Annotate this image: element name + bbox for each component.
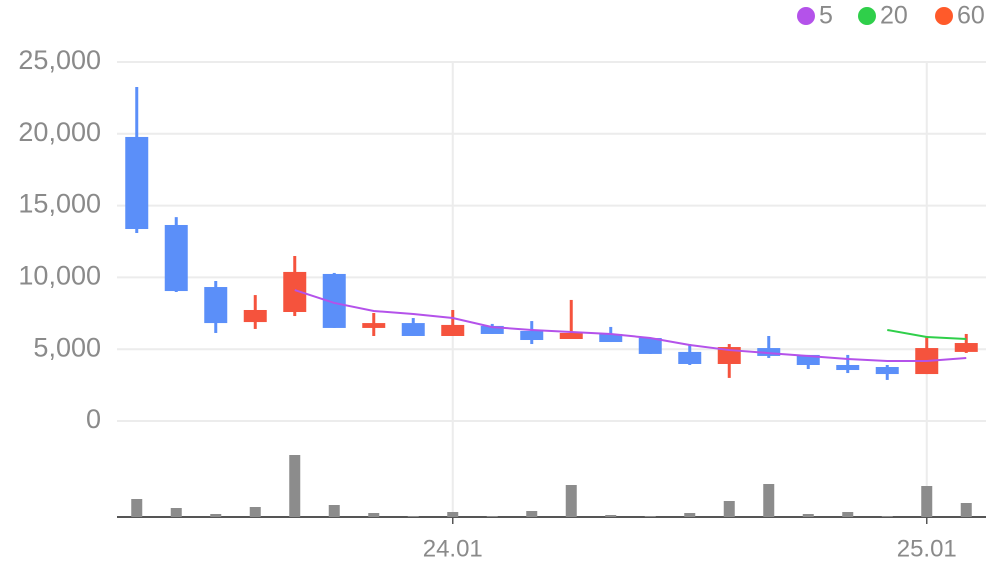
legend-marker <box>797 7 815 25</box>
ma-line <box>887 328 967 341</box>
volume-bar <box>723 501 735 517</box>
volume-bar <box>802 514 814 517</box>
candle-body <box>520 330 544 341</box>
candle-body <box>362 323 386 328</box>
volume-bar <box>170 508 182 517</box>
candle-body <box>322 273 346 328</box>
candle-body <box>875 367 899 375</box>
y-tick-label: 20,000 <box>18 117 101 147</box>
volume-bar <box>447 512 459 517</box>
legend-label: 20 <box>880 2 908 30</box>
candle-body <box>599 333 623 343</box>
candle-body <box>638 337 662 354</box>
volume-bar <box>368 513 380 517</box>
candle-body <box>559 332 583 340</box>
candle-body <box>836 364 860 371</box>
volume-bar <box>684 513 696 517</box>
volume-bar <box>565 485 577 517</box>
volume-bar <box>763 484 775 517</box>
y-tick-label: 15,000 <box>18 189 101 219</box>
candle-body <box>283 271 307 313</box>
y-tick-label: 5,000 <box>33 332 101 362</box>
legend-label: 5 <box>819 2 833 30</box>
y-tick-label: 0 <box>86 404 101 434</box>
legend-marker <box>858 7 876 25</box>
volume-bar <box>289 455 301 517</box>
candle-body <box>796 354 820 365</box>
candle-body <box>164 224 188 292</box>
candle-body <box>678 351 702 364</box>
candle-body <box>401 323 425 336</box>
candle-body <box>243 309 267 323</box>
y-tick-label: 10,000 <box>18 261 101 291</box>
volume-bar <box>131 499 143 517</box>
volume-bar <box>644 516 656 517</box>
x-tick-label: 25.01 <box>897 535 957 562</box>
legend-label: 60 <box>957 2 985 30</box>
volume-bar <box>881 516 893 517</box>
volume-bar <box>605 515 617 517</box>
volume-bar <box>407 516 419 517</box>
volume-bar <box>921 486 933 517</box>
y-tick-label: 25,000 <box>18 45 101 75</box>
volume-bar <box>328 505 340 517</box>
candle-body <box>125 136 149 230</box>
volume-bar <box>842 512 854 517</box>
x-tick-label: 24.01 <box>423 535 483 562</box>
candle-body <box>480 325 504 334</box>
volume-bar <box>960 503 972 517</box>
legend-marker <box>935 7 953 25</box>
candle-body <box>204 287 228 324</box>
ma-line <box>294 289 967 362</box>
candle-body <box>441 324 465 336</box>
volume-bar <box>210 514 222 517</box>
volume-bar <box>486 516 498 517</box>
volume-bar <box>526 511 538 517</box>
volume-bar <box>249 507 261 517</box>
candle-body <box>954 343 978 352</box>
candle-body <box>757 348 781 356</box>
